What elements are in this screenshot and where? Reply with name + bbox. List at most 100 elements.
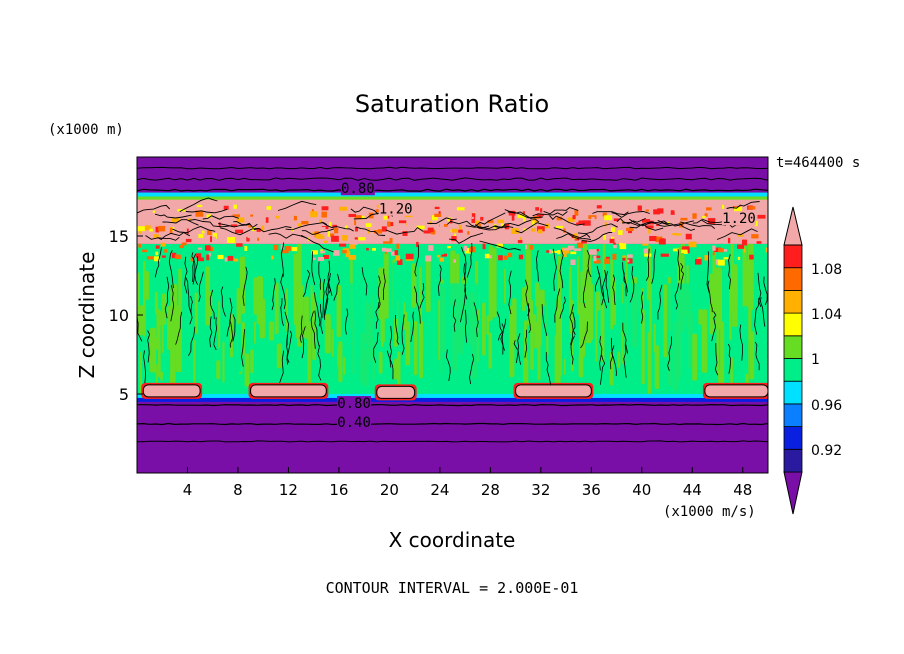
cloud-cell [525,244,528,250]
colorbar-tick-label: 1.04 [811,307,842,323]
cloud-cell [138,229,142,234]
cloud-cell [713,247,722,252]
contour-fragment [229,319,234,348]
cloud-cell [206,214,212,218]
contour-fragment [629,220,668,229]
plume [563,358,566,375]
cloud-cell [727,237,731,244]
cloud-cell [372,248,376,251]
cloud-cell [212,233,217,239]
cloud-cell [511,228,519,234]
cloud-cell [391,251,396,256]
contour-fragment [549,215,585,226]
cloud-cell [384,248,392,253]
colorbar-box [783,448,803,473]
plume [587,283,594,341]
cloud-cell [195,253,202,258]
contour-fragment [658,223,696,231]
plume [378,351,383,374]
plume [497,282,500,343]
cloud-cell [153,234,159,238]
cloud-cell [471,213,476,218]
contour-fragment [460,284,467,323]
cloud-cell [223,205,229,210]
contour-fragment [317,345,322,381]
contour-fragment [680,262,684,290]
contour-fragment [475,212,506,227]
cloud-cell [464,248,471,254]
plume [411,313,414,382]
x-tick-label: 4 [183,481,193,499]
plume [253,321,256,344]
cloud-cell [574,248,582,251]
cloud-cell [537,229,543,234]
contour-fragment [218,223,251,228]
cloud-cell [144,225,151,231]
cloud-cell [757,214,766,219]
cloud-cell [454,233,457,237]
cloud-cell [611,227,616,232]
contour-label: 1.20 [379,202,413,218]
cloud-cell [312,231,317,235]
cloud-cell [529,245,534,250]
cloud-cell [226,225,235,230]
cloud-cell [658,233,661,237]
plume [691,333,698,381]
contour-fragment [188,326,196,356]
cloud-cell [439,223,445,229]
cloud-cell [311,250,318,255]
plume [537,296,542,347]
cloud-cell [227,255,234,261]
contour-fragment [461,246,467,281]
contour-fragment [592,211,629,216]
cloud-cell [155,251,159,256]
cloud-cell [561,247,570,254]
contour-fragment [623,344,627,378]
cloud-cell [248,234,255,240]
cloud-cell [323,254,329,260]
contour-fragment [286,334,290,363]
cloud-cell [680,217,688,221]
plume [425,256,431,313]
contour-fragment [580,321,588,349]
cloud-cell [563,228,566,233]
cloud-cell [295,205,301,211]
cloud-cell [712,252,715,256]
cloud-cell [604,215,612,221]
contour-fragment [449,232,484,244]
cloud-cell [582,220,591,226]
cloud-cell [206,254,210,261]
contour-fragment [629,266,635,303]
contour-fragment [494,219,532,229]
plume [259,298,266,339]
contour-fragment [373,332,379,364]
cloud-cell [312,257,316,260]
cloud-cell [395,255,401,261]
contour-fragment [504,209,544,219]
cloud-cell [707,218,716,224]
contour-interval-note: CONTOUR INTERVAL = 2.000E-01 [326,579,579,597]
plume [749,331,755,380]
contour-fragment [192,253,196,285]
contour-fragment [386,350,394,380]
contour-fragment [545,352,552,386]
cloud-cell [570,259,576,266]
colorbar-box [783,426,803,450]
cloud-cell [423,233,432,237]
plume [336,285,342,338]
cloud-cell [562,248,571,251]
plume [583,302,587,320]
cloud-cell [201,230,205,236]
cloud-cell [195,213,204,217]
contour-fragment [600,355,606,385]
contour-line [137,440,768,443]
cloud-cell [660,238,664,241]
cloud-cell [649,235,657,242]
cloud-cell [572,215,576,220]
cloud-cell [354,220,357,226]
contour-fragment [525,279,531,316]
cloud-cell [574,209,579,216]
contour-fragment [463,263,468,300]
plume [558,272,561,302]
cloud-cell [698,232,702,237]
